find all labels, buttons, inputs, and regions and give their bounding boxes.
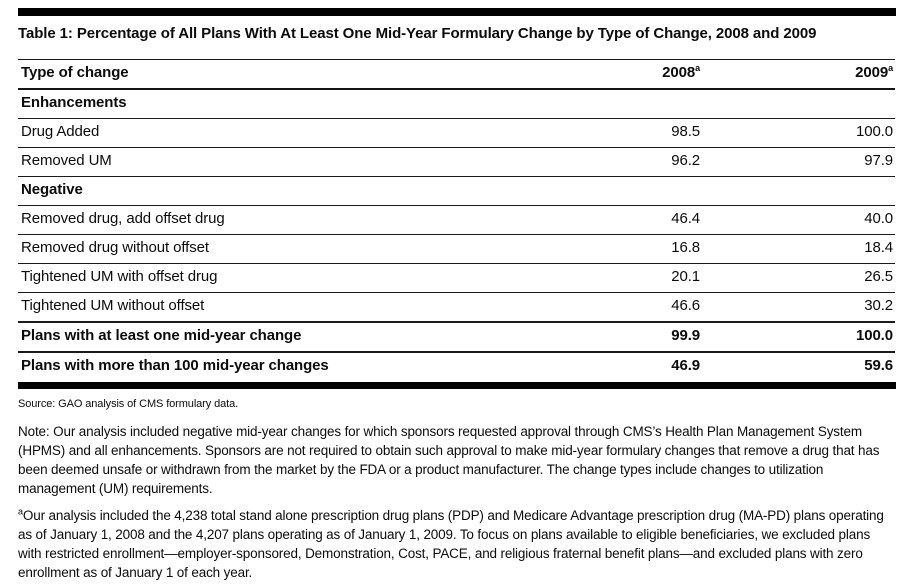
row-value-2008: 98.5 [671, 123, 700, 140]
table-title: Table 1: Percentage of All Plans With At… [18, 25, 817, 42]
footnote-paragraph: aOur analysis included the 4,238 total s… [18, 506, 890, 582]
table-row: Removed drug without offset 16.8 18.4 [18, 234, 895, 264]
table-row: Tightened UM without offset 46.6 30.2 [18, 292, 895, 323]
row-value-2009: 59.6 [864, 357, 893, 374]
row-value-2009: 97.9 [864, 152, 893, 169]
row-value-2009: 26.5 [864, 268, 893, 285]
table-row: Tightened UM with offset drug 20.1 26.5 [18, 263, 895, 293]
column-header-type-of-change: Type of change [21, 64, 129, 81]
row-value-2008 [498, 177, 702, 206]
table-row: Plans with at least one mid-year change 9… [18, 322, 895, 352]
row-value-2008: 16.8 [671, 239, 700, 256]
note-paragraph: Note: Our analysis included negative mid… [18, 424, 880, 496]
row-value-2008: 20.1 [671, 268, 700, 285]
column-header-2008: 2008a [498, 60, 702, 90]
table-row: Negative [18, 176, 895, 206]
table-row: Plans with more than 100 mid-year change… [18, 352, 895, 381]
row-value-2008: 99.9 [671, 327, 700, 344]
top-rule-bar [18, 8, 896, 16]
row-value-2009: 40.0 [864, 210, 893, 227]
formulary-change-table: Type of change 2008a 2009a Enhancements D… [18, 59, 895, 381]
row-value-2008: 96.2 [671, 152, 700, 169]
table-row: Enhancements [18, 89, 895, 119]
row-label: Removed drug, add offset drug [21, 210, 225, 227]
table-body: Enhancements Drug Added 98.5 100.0 Removed U… [18, 89, 895, 381]
row-label: Removed drug without offset [21, 239, 209, 256]
footnote-marker-superscript: a [888, 63, 893, 73]
table-row: Drug Added 98.5 100.0 [18, 118, 895, 148]
row-value-2008: 46.6 [671, 297, 700, 314]
column-header-2009: 2009a [702, 60, 895, 90]
row-label: Plans with at least one mid-year change [21, 327, 302, 344]
source-note: Source: GAO analysis of CMS formulary da… [18, 398, 239, 410]
row-label: Plans with more than 100 mid-year change… [21, 357, 329, 374]
table-row: Removed UM 96.2 97.9 [18, 147, 895, 177]
row-value-2009 [702, 177, 895, 206]
bottom-rule-bar [18, 382, 896, 389]
row-label: Removed UM [21, 152, 112, 169]
row-value-2009: 30.2 [864, 297, 893, 314]
row-label: Drug Added [21, 123, 100, 140]
row-value-2009 [702, 89, 895, 119]
footnote-marker-superscript: a [695, 63, 700, 73]
footnote-marker-superscript: a [18, 506, 23, 517]
row-label: Tightened UM without offset [21, 297, 205, 314]
row-value-2008: 46.9 [671, 357, 700, 374]
row-label: Negative [21, 181, 83, 198]
row-label: Enhancements [21, 94, 127, 111]
row-value-2008: 46.4 [671, 210, 700, 227]
column-header-2009-label: 2009 [855, 64, 889, 81]
row-value-2008 [498, 89, 702, 119]
table-row: Removed drug, add offset drug 46.4 40.0 [18, 205, 895, 235]
row-value-2009: 100.0 [855, 327, 893, 344]
row-value-2009: 18.4 [864, 239, 893, 256]
column-header-2008-label: 2008 [662, 64, 696, 81]
row-label: Tightened UM with offset drug [21, 268, 218, 285]
footnote-text: Our analysis included the 4,238 total st… [18, 508, 884, 580]
row-value-2009: 100.0 [855, 123, 893, 140]
table-header-row: Type of change 2008a 2009a [18, 60, 895, 90]
